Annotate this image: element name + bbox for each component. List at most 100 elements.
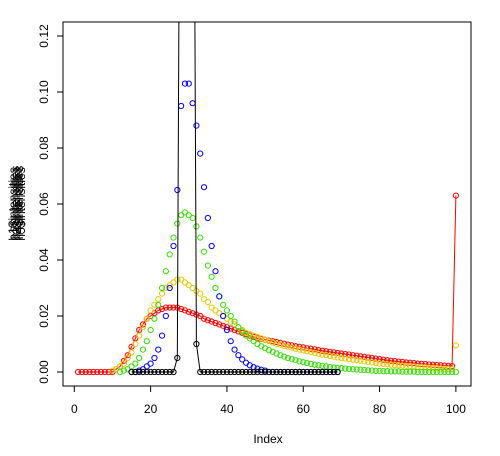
point	[441, 368, 448, 376]
point	[204, 368, 211, 376]
point	[365, 367, 372, 374]
point	[220, 368, 227, 376]
series-line	[78, 195, 457, 373]
point	[231, 318, 238, 325]
point	[128, 368, 135, 376]
point	[216, 293, 223, 300]
point	[452, 368, 459, 376]
point	[189, 214, 196, 222]
point	[349, 352, 356, 359]
x-tick-label: 100	[446, 402, 466, 416]
point	[433, 368, 440, 376]
y-tick-label: 0.10	[37, 80, 51, 104]
point	[349, 356, 356, 363]
point	[277, 341, 284, 348]
point	[132, 340, 139, 348]
point	[139, 368, 147, 376]
point	[212, 268, 219, 275]
point	[139, 324, 147, 331]
point	[162, 312, 169, 320]
point	[178, 102, 185, 110]
point	[254, 365, 261, 372]
point	[200, 368, 208, 376]
point	[445, 365, 452, 373]
point	[345, 365, 353, 373]
point	[197, 290, 204, 297]
point	[296, 346, 303, 353]
point	[204, 262, 211, 269]
point	[296, 368, 303, 376]
point	[265, 338, 273, 345]
point	[437, 368, 444, 376]
point	[155, 368, 162, 376]
point	[86, 368, 93, 376]
point	[334, 368, 341, 376]
point	[326, 348, 334, 355]
point	[399, 368, 406, 375]
point	[261, 368, 269, 376]
point	[155, 346, 162, 353]
point	[212, 284, 219, 292]
point	[227, 325, 234, 332]
point	[384, 361, 391, 368]
point	[200, 315, 208, 322]
point	[94, 368, 101, 376]
point	[178, 305, 185, 313]
point	[315, 362, 322, 369]
point	[174, 354, 181, 362]
point	[139, 346, 147, 353]
point	[162, 304, 169, 311]
point	[380, 360, 387, 367]
point	[391, 361, 398, 369]
point	[342, 350, 349, 358]
x-axis-label: Index	[253, 432, 282, 446]
point	[101, 368, 108, 376]
point	[223, 324, 231, 331]
point	[284, 343, 292, 350]
y-axis-label: h2$intensities	[8, 166, 22, 239]
point	[372, 367, 379, 374]
point	[235, 368, 242, 376]
point	[441, 365, 448, 372]
point	[281, 353, 288, 360]
point	[433, 364, 440, 372]
point	[231, 368, 238, 376]
point	[345, 356, 353, 363]
point	[395, 362, 402, 369]
point	[250, 368, 257, 376]
point	[365, 358, 372, 366]
point	[448, 368, 456, 376]
point	[292, 368, 299, 376]
point	[166, 368, 173, 376]
point	[361, 366, 368, 374]
point	[155, 296, 162, 303]
x-tick-label: 0	[71, 402, 78, 416]
point	[170, 304, 177, 311]
point	[158, 284, 166, 292]
point	[296, 358, 303, 365]
point	[330, 353, 337, 360]
point	[326, 352, 334, 360]
point	[136, 368, 143, 376]
point	[319, 347, 326, 354]
x-tick-label: 60	[297, 402, 311, 416]
point	[212, 319, 219, 327]
point	[288, 368, 295, 376]
point	[181, 307, 189, 314]
point	[242, 329, 250, 336]
point	[220, 322, 227, 329]
point	[368, 354, 376, 362]
point	[254, 333, 261, 341]
point	[429, 368, 437, 376]
x-tick-label: 80	[373, 402, 387, 416]
point	[204, 298, 211, 306]
point	[151, 368, 158, 376]
point	[300, 368, 307, 376]
x-tick-label: 40	[220, 402, 234, 416]
point	[326, 368, 334, 376]
point	[204, 317, 211, 324]
point	[288, 342, 295, 349]
point	[185, 308, 192, 315]
point	[403, 359, 410, 366]
point	[132, 360, 139, 367]
